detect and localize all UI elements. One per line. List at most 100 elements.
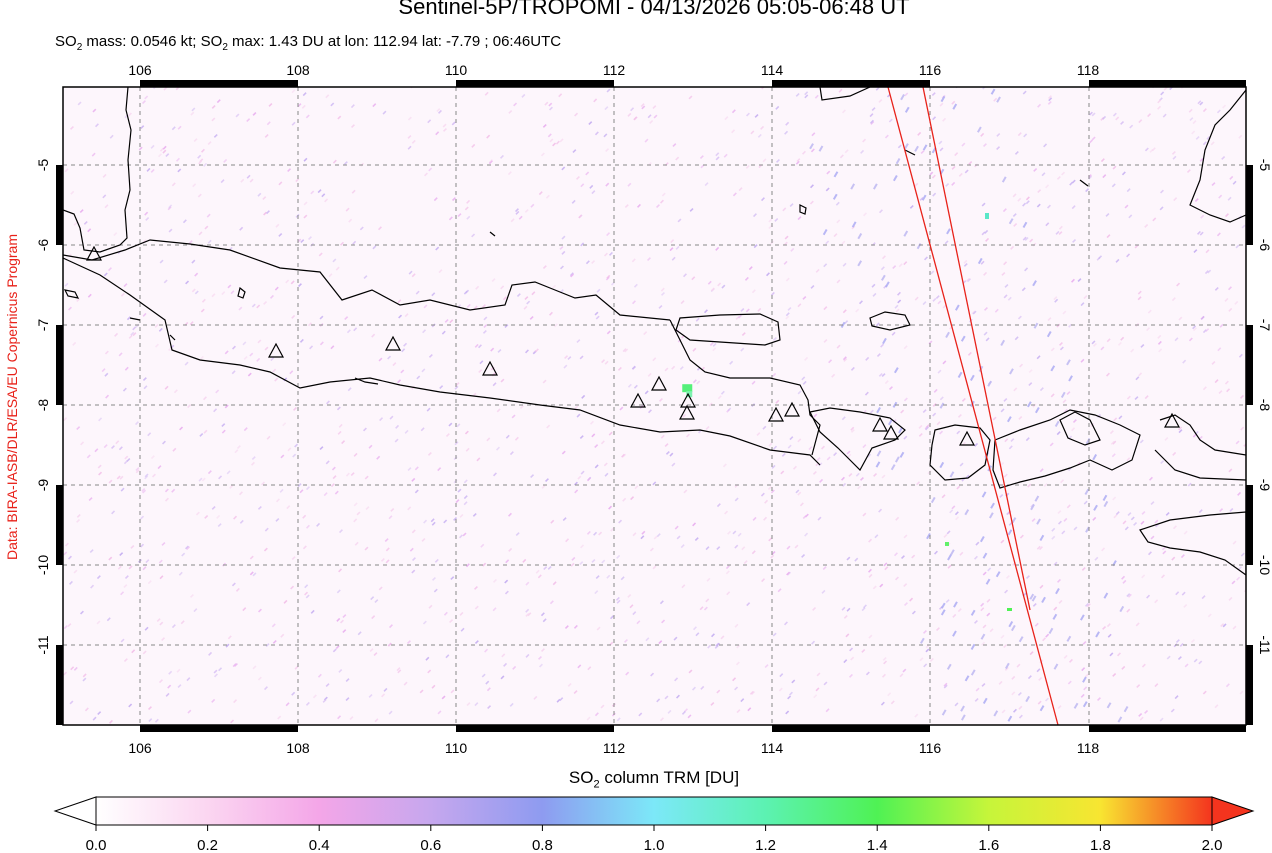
colorbar-tick-label: 1.8 [1090, 837, 1111, 853]
lat-label-right: -11 [1257, 635, 1272, 654]
border-bar-left [56, 165, 63, 245]
colorbar-tick-label: 0.8 [532, 837, 553, 853]
border-bar-top [772, 80, 930, 87]
border-bar-left [56, 645, 63, 725]
lon-label-bottom: 108 [286, 740, 310, 756]
border-bar-right [1246, 485, 1253, 565]
lat-label-right: -6 [1257, 239, 1272, 252]
colorbar-tick-label: 0.0 [86, 837, 107, 853]
summary-text-2: mass: 0.0546 kt; SO [82, 33, 223, 50]
volcano-icon [958, 430, 976, 446]
lon-label-bottom: 118 [1077, 740, 1100, 756]
lon-labels-bottom: 106 108 110 112 114 116 118 [128, 740, 1099, 756]
colorbar-label-rest: column TRM [DU] [599, 768, 740, 787]
lat-label-left: -5 [35, 159, 51, 172]
border-bar-top [1089, 80, 1246, 87]
colorbar-tick-label: 1.6 [978, 837, 999, 853]
colorbar-over-arrow [1211, 796, 1255, 826]
colorbar-tick-label: 0.6 [420, 837, 441, 853]
lat-label-left: -6 [35, 239, 51, 252]
lat-label-left: -9 [35, 479, 51, 492]
coast-sumbawa [992, 409, 1141, 489]
colorbar-label-sub: 2 [593, 778, 600, 791]
border-bar-bottom [456, 725, 614, 732]
volcano-icon [783, 401, 801, 417]
lon-label-bottom: 116 [919, 740, 942, 756]
border-bar-left [56, 485, 63, 565]
lon-label-top: 108 [286, 62, 310, 78]
coast-sumba [1139, 511, 1246, 576]
volcano-icon [678, 404, 696, 420]
border-bar-right [1246, 165, 1253, 245]
lon-label-top: 114 [761, 62, 784, 78]
coast-java-south [63, 257, 821, 466]
map-panel [56, 80, 1253, 732]
lat-label-right: -7 [1257, 319, 1272, 332]
colorbar: 0.0 0.2 0.4 0.6 0.8 1.0 1.2 1.4 1.6 1.8 2.0 [53, 796, 1255, 853]
colorbar-tick-label: 1.2 [755, 837, 776, 853]
colorbar-tick-label: 0.2 [197, 837, 218, 853]
colorbar-tick-label: 1.4 [867, 837, 888, 853]
summary-text-1: SO [55, 33, 77, 50]
lon-label-top: 110 [445, 62, 468, 78]
lon-label-bottom: 114 [761, 740, 784, 756]
volcano-icon [85, 245, 103, 261]
lon-labels-top: 106 108 110 112 114 116 118 [128, 62, 1099, 78]
map-background [63, 87, 1246, 725]
so2-pixel-field [63, 87, 1246, 724]
map-border-bars [56, 80, 1253, 732]
so2-max-pixel [682, 384, 693, 393]
volcano-icon [267, 342, 285, 358]
lat-label-left: -8 [35, 399, 51, 412]
lon-label-bottom: 112 [603, 740, 626, 756]
swath-edge-left [887, 86, 1059, 726]
border-bar-left [56, 325, 63, 405]
lon-label-top: 106 [128, 62, 152, 78]
lon-label-top: 118 [1077, 62, 1100, 78]
so2-summary: SO2 mass: 0.0546 kt; SO2 max: 1.43 DU at… [55, 33, 561, 53]
coast-kalimantan [819, 87, 871, 101]
coast-madura [675, 313, 781, 346]
volcano-icon [1163, 412, 1181, 428]
lat-label-left: -7 [35, 319, 51, 332]
colorbar-tick-label: 1.0 [644, 837, 665, 853]
coast-kangean [869, 311, 911, 331]
colorbar-tick-label: 0.4 [309, 837, 330, 853]
coast-lombok [929, 424, 991, 481]
volcano-icon [871, 416, 889, 432]
coast-sumatra [63, 87, 132, 253]
lat-label-right: -8 [1257, 399, 1272, 412]
volcano-icon [882, 424, 900, 440]
colorbar-label: SO2 column TRM [DU] [0, 768, 1272, 790]
volcano-icon [629, 392, 647, 408]
summary-sub-1: 2 [76, 42, 83, 53]
lat-label-right: -10 [1257, 555, 1272, 575]
colorbar-under-arrow [53, 796, 97, 826]
colorbar-tick-label: 2.0 [1202, 837, 1223, 853]
volcano-icon [384, 335, 402, 351]
swath-edges [887, 86, 1059, 726]
summary-text-3: max: 1.43 DU at lon: 112.94 lat: -7.79 ;… [227, 33, 562, 50]
border-bar-top [456, 80, 614, 87]
lat-label-right: -9 [1257, 479, 1272, 492]
coast-flores-west-2 [1154, 449, 1246, 481]
volcano-icon [481, 360, 499, 376]
lon-label-top: 112 [603, 62, 626, 78]
border-bar-bottom [140, 725, 298, 732]
map-title: Sentinel-5P/TROPOMI - 04/13/2026 05:05-0… [398, 0, 910, 19]
border-bar-bottom [772, 725, 930, 732]
map-frame [62, 86, 1247, 726]
coast-sulawesi [1189, 89, 1246, 223]
lat-labels-right: -5 -6 -7 -8 -9 -10 -11 [1257, 159, 1272, 655]
border-bar-right [1246, 325, 1253, 405]
colorbar-label-main: SO [568, 768, 594, 787]
lat-label-left: -10 [35, 555, 51, 575]
border-bar-bottom [1089, 725, 1246, 732]
colorbar-ticks: 0.0 0.2 0.4 0.6 0.8 1.0 1.2 1.4 1.6 1.8 2.0 [86, 825, 1223, 853]
border-bar-top [140, 80, 298, 87]
swath-edge-right [922, 86, 1031, 611]
lon-label-bottom: 110 [445, 740, 468, 756]
volcano-icon [650, 375, 668, 391]
summary-sub-2: 2 [222, 42, 228, 53]
